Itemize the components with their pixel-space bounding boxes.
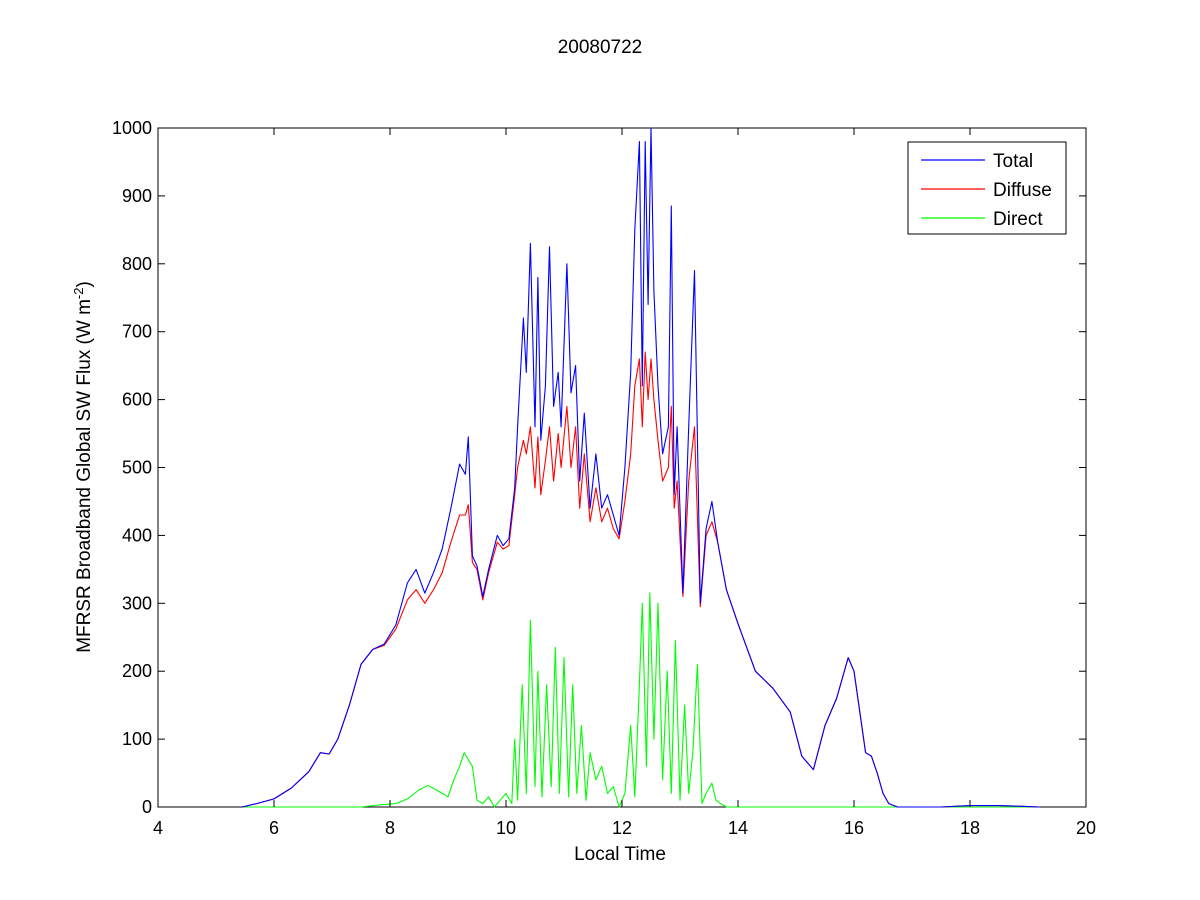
x-axis-label: Local Time (574, 844, 666, 865)
y-tick-label: 900 (122, 186, 152, 206)
x-tick-label: 8 (385, 818, 395, 838)
y-axis-label-main: MFRSR Broadband Global SW Flux (W m (74, 299, 95, 653)
y-tick-label: 0 (142, 797, 152, 817)
y-tick-label: 700 (122, 322, 152, 342)
y-tick-label: 300 (122, 593, 152, 613)
series-layer (241, 127, 1040, 808)
x-tick-label: 14 (728, 818, 748, 838)
x-tick-label: 12 (612, 818, 632, 838)
x-tick-label: 6 (269, 818, 279, 838)
legend-box (907, 141, 1067, 235)
y-tick-label: 400 (122, 525, 152, 545)
series-line-direct (242, 592, 1040, 808)
y-tick-label: 100 (122, 729, 152, 749)
x-tick-label: 10 (496, 818, 516, 838)
legend: Total Diffuse Direct (907, 141, 1067, 235)
axis-ticks: 4 6 8 10 12 14 16 18 200100200300400500600700800… (112, 118, 1096, 838)
y-axis-label-superscript: -2 (71, 288, 86, 300)
chart-title: 20080722 (558, 37, 643, 58)
y-tick-label: 800 (122, 254, 152, 274)
y-tick-label: 600 (122, 390, 152, 410)
x-tick-label: 16 (844, 818, 864, 838)
x-tick-label: 20 (1076, 818, 1096, 838)
series-line-total (241, 127, 1040, 808)
y-tick-label: 1000 (112, 118, 152, 138)
y-tick-label: 200 (122, 661, 152, 681)
legend-label-diffuse: Diffuse (993, 180, 1052, 201)
y-tick-label: 500 (122, 458, 152, 478)
y-axis-label-close: ) (74, 281, 95, 287)
legend-label-direct: Direct (993, 209, 1043, 230)
x-tick-label: 4 (153, 818, 163, 838)
x-tick-label: 18 (960, 818, 980, 838)
legend-label-total: Total (993, 151, 1033, 172)
y-axis-label: MFRSR Broadband Global SW Flux (W m-2) (71, 281, 95, 653)
legend-entries: Total Diffuse Direct (921, 151, 1052, 230)
plot-area (157, 127, 1087, 808)
